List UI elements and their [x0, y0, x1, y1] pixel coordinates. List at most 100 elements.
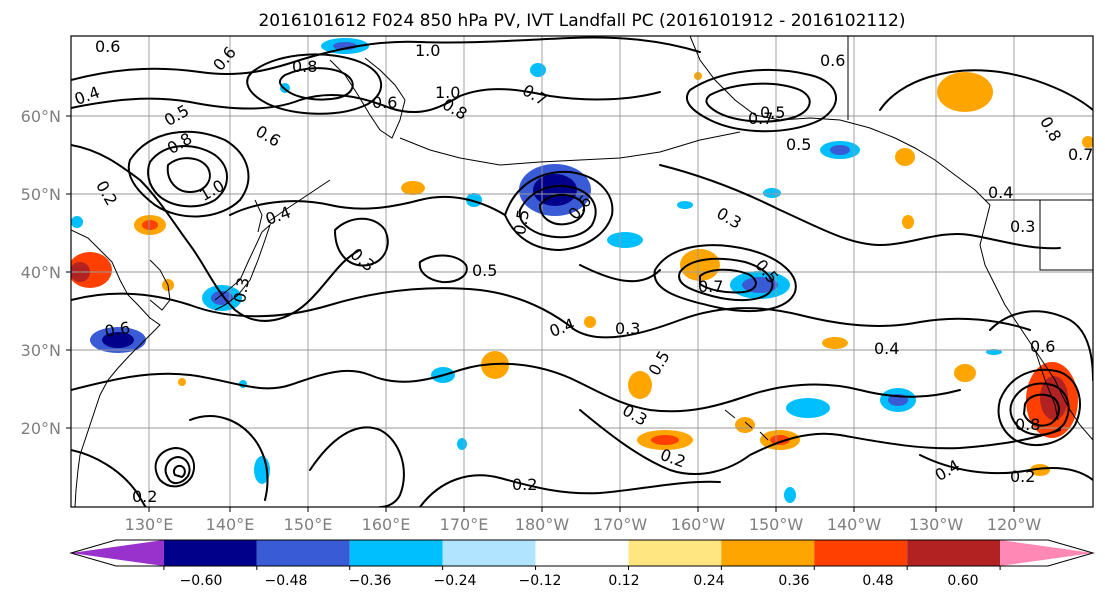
neg-patch	[71, 216, 83, 228]
pos-patch	[680, 249, 720, 281]
pv-contour	[71, 362, 961, 413]
colorbar-segment	[349, 540, 443, 566]
pv-contour	[164, 456, 191, 484]
colorbar-label: −0.24	[434, 573, 477, 589]
pv-contour	[989, 310, 1093, 381]
colorbar-label: 0.24	[693, 573, 724, 589]
hawaii-islands	[724, 409, 769, 441]
lat-label: 40°N	[21, 263, 61, 282]
map-title: 2016101612 F024 850 hPa PV, IVT Landfall…	[258, 11, 905, 31]
contour-label: 0.8	[292, 57, 317, 76]
pos-patch	[902, 215, 914, 229]
colorbar-segment	[628, 540, 722, 566]
pos-patch	[1030, 464, 1050, 476]
pv-contour	[127, 130, 250, 218]
pos-patch	[895, 148, 915, 166]
colorbar-segment	[442, 540, 536, 566]
lon-label: 160°W	[671, 515, 726, 534]
pos-patch	[481, 351, 509, 379]
contour-label: 0.2	[512, 475, 537, 494]
pv-contour	[699, 268, 757, 294]
pv-contour	[334, 217, 389, 267]
pv-contour	[309, 426, 405, 507]
pv-contour	[1009, 382, 1070, 436]
colorbar-segment	[721, 540, 815, 566]
colorbar-segment	[814, 540, 908, 566]
colorbar-segment	[256, 540, 350, 566]
contour-label: 0.6	[1030, 337, 1055, 356]
contour-label: 0.2	[1010, 467, 1035, 486]
colorbar-segment	[907, 540, 1001, 566]
colorbar-segment	[71, 540, 164, 566]
pos-patch	[651, 435, 679, 445]
lon-label: 140°W	[827, 515, 882, 534]
pos-patch	[142, 220, 158, 230]
pos-patch	[401, 181, 425, 195]
neg-patch	[830, 145, 850, 155]
pos-patch	[770, 435, 790, 445]
pv-contour	[419, 474, 721, 507]
contour-label: 1.0	[435, 83, 460, 102]
pos-patch	[628, 371, 652, 399]
pv-contour	[71, 449, 147, 507]
colorbar-label: 0.60	[947, 573, 978, 589]
contour-label: 0.5	[510, 208, 533, 236]
neg-patch	[763, 188, 781, 198]
pv-contour	[659, 164, 1061, 250]
pv-contour	[579, 264, 661, 283]
contour-label: 1.0	[415, 41, 440, 60]
pv-contour	[172, 464, 186, 478]
contour-label: 0.4	[988, 183, 1013, 202]
colorbar-tick-labels: −0.60 −0.48 −0.36 −0.24 −0.12 0.12 0.24 …	[180, 573, 979, 589]
pv-contour	[685, 69, 837, 133]
colorbar-label: −0.36	[349, 573, 392, 589]
colorbar-label: −0.48	[265, 573, 308, 589]
pv-contour	[919, 454, 1093, 481]
pv-contour	[518, 185, 597, 239]
contour-label: 0.5	[472, 261, 497, 280]
pos-patch	[178, 378, 186, 386]
pv-contour	[678, 257, 774, 302]
lat-label: 60°N	[21, 107, 61, 126]
baja-coast	[1034, 349, 1059, 421]
colorbar: −0.60 −0.48 −0.36 −0.24 −0.12 0.12 0.24 …	[69, 539, 1095, 589]
pv-contour	[71, 88, 661, 113]
neg-patch	[677, 201, 693, 209]
lon-label: 150°E	[284, 515, 333, 534]
neg-patch	[530, 63, 546, 77]
contour-label: 0.3	[615, 319, 640, 338]
pv-contour	[278, 67, 354, 101]
lon-label: 120°W	[987, 515, 1042, 534]
neg-patch	[786, 398, 830, 418]
contour-label: 0.8	[1015, 415, 1040, 434]
contour-label: 0.7	[1068, 145, 1093, 164]
contour-label: 0.2	[132, 487, 157, 506]
lon-label: 150°W	[749, 515, 804, 534]
contour-label: 0.7	[698, 277, 723, 296]
pos-patch	[735, 417, 755, 433]
contour-label: 0.3	[230, 276, 253, 304]
contour-label: 0.3	[1010, 217, 1035, 236]
pv-contour	[166, 157, 211, 193]
contour-label: 0.6	[372, 93, 397, 112]
border-line	[1039, 200, 1093, 271]
map-background	[71, 36, 1093, 507]
neg-patch	[533, 174, 577, 206]
pv-contour	[71, 144, 361, 322]
map-panel: 0.6 1.0 0.8 0.6 0.4 0.5 0.8 1.0 0.6 0.7 …	[71, 36, 1093, 507]
longitude-labels: 130°E 140°E 150°E 160°E 170°E 180°W 170°…	[125, 515, 1042, 534]
pos-patch	[1082, 136, 1093, 148]
lon-label: 180°W	[515, 515, 570, 534]
pos-patch	[584, 316, 596, 328]
lon-label: 170°E	[440, 515, 489, 534]
pv-contour	[246, 53, 383, 115]
neg-patch	[607, 232, 643, 248]
latitude-labels: 60°N 50°N 40°N 30°N 20°N	[21, 107, 61, 438]
lat-label: 20°N	[21, 419, 61, 438]
colorbar-label: 0.36	[778, 573, 809, 589]
colorbar-segment	[1000, 540, 1093, 566]
colorbar-segment	[163, 540, 257, 566]
kuril-islands	[267, 179, 331, 223]
pv-contour	[504, 170, 614, 251]
